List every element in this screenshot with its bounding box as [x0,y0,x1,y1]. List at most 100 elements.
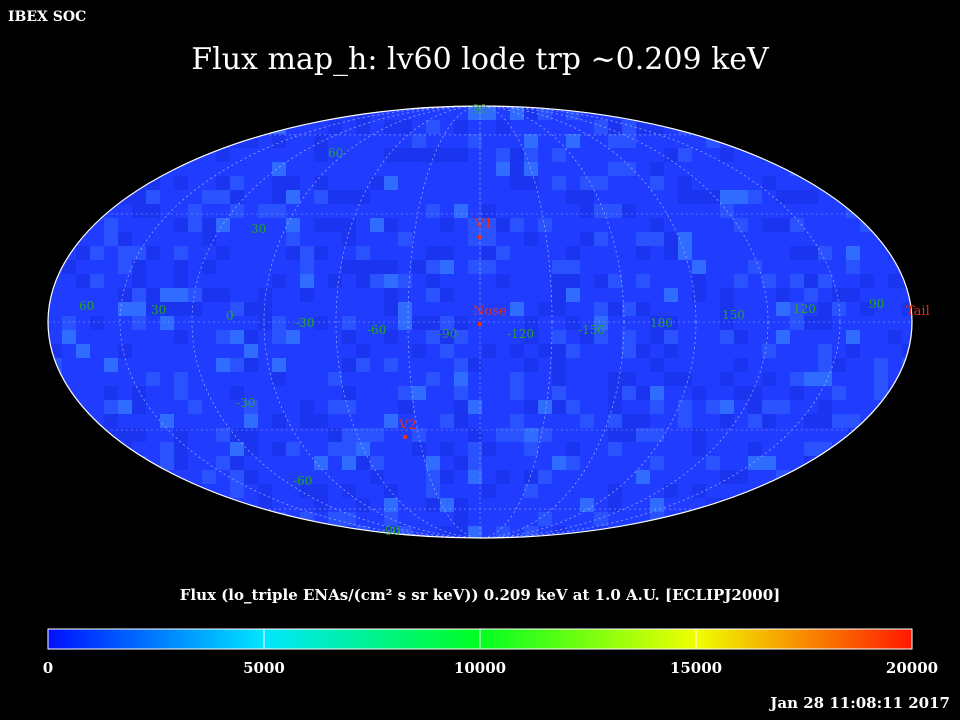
flux-pixel [76,498,90,512]
flux-pixel [174,148,188,162]
flux-pixel [202,190,216,204]
flux-pixel [832,358,846,372]
flux-pixel [622,162,636,176]
flux-pixel [706,456,720,470]
flux-pixel [132,288,146,302]
flux-pixel [804,120,818,134]
flux-pixel [496,218,510,232]
flux-pixel [734,274,748,288]
lon-label-150: 150 [722,308,745,322]
flux-pixel [76,106,90,120]
flux-pixel [482,344,496,358]
flux-pixel [426,372,440,386]
flux-pixel [300,274,314,288]
flux-pixel [328,218,342,232]
flux-pixel [468,428,482,442]
flux-pixel [468,456,482,470]
flux-pixel [748,106,762,120]
flux-pixel [426,484,440,498]
flux-pixel [76,428,90,442]
flux-pixel [328,442,342,456]
flux-pixel [748,400,762,414]
flux-pixel [146,246,160,260]
flux-pixel [804,148,818,162]
flux-pixel [636,302,650,316]
flux-pixel [104,148,118,162]
flux-pixel [902,204,912,218]
flux-pixel [398,274,412,288]
flux-pixel [342,512,356,526]
flux-pixel [286,442,300,456]
flux-pixel [328,428,342,442]
flux-pixel [888,498,902,512]
flux-pixel [818,372,832,386]
flux-pixel [356,246,370,260]
flux-pixel [734,218,748,232]
flux-pixel [552,358,566,372]
flux-pixel [104,484,118,498]
flux-pixel [888,274,902,288]
flux-pixel [804,442,818,456]
flux-pixel [608,274,622,288]
flux-pixel [104,386,118,400]
flux-pixel [244,428,258,442]
flux-pixel [748,442,762,456]
flux-pixel [538,218,552,232]
lat-label-60: 60 [328,146,343,160]
flux-pixel [300,414,314,428]
colorbar-tick-label: 5000 [243,659,285,677]
flux-pixel [874,162,888,176]
flux-pixel [888,330,902,344]
flux-pixel [342,442,356,456]
flux-pixel [48,176,62,190]
flux-pixel [552,372,566,386]
flux-pixel [286,330,300,344]
flux-pixel [132,316,146,330]
flux-pixel [552,176,566,190]
flux-pixel [580,190,594,204]
flux-pixel [622,414,636,428]
flux-pixel [146,288,160,302]
flux-pixel [342,386,356,400]
flux-pixel [118,400,132,414]
flux-pixel [90,456,104,470]
flux-pixel [594,330,608,344]
flux-pixel [188,204,202,218]
lat-label-neg60: -60 [293,474,312,488]
flux-pixel [454,526,468,538]
lon-label-90-right: 90 [869,297,884,311]
flux-pixel [874,372,888,386]
flux-pixel [580,176,594,190]
flux-pixel [678,400,692,414]
flux-pixel [538,428,552,442]
flux-pixel [594,120,608,134]
flux-pixel [468,400,482,414]
flux-pixel [650,218,664,232]
flux-pixel [216,512,230,526]
flux-pixel [426,246,440,260]
flux-pixel [90,498,104,512]
flux-pixel [832,414,846,428]
flux-pixel [608,120,622,134]
flux-pixel [860,428,874,442]
flux-pixel [328,372,342,386]
flux-pixel [132,470,146,484]
flux-pixel [496,526,510,538]
flux-pixel [440,288,454,302]
flux-pixel [90,526,104,538]
flux-pixel [818,274,832,288]
flux-pixel [510,344,524,358]
flux-pixel [846,246,860,260]
flux-pixel [650,232,664,246]
flux-pixel [426,456,440,470]
map-boundary [47,105,913,539]
flux-pixel [692,442,706,456]
flux-pixel [440,218,454,232]
flux-pixel [566,246,580,260]
flux-pixel [216,498,230,512]
flux-pixel [468,442,482,456]
flux-pixel [286,232,300,246]
flux-pixel [790,274,804,288]
flux-pixel [524,358,538,372]
